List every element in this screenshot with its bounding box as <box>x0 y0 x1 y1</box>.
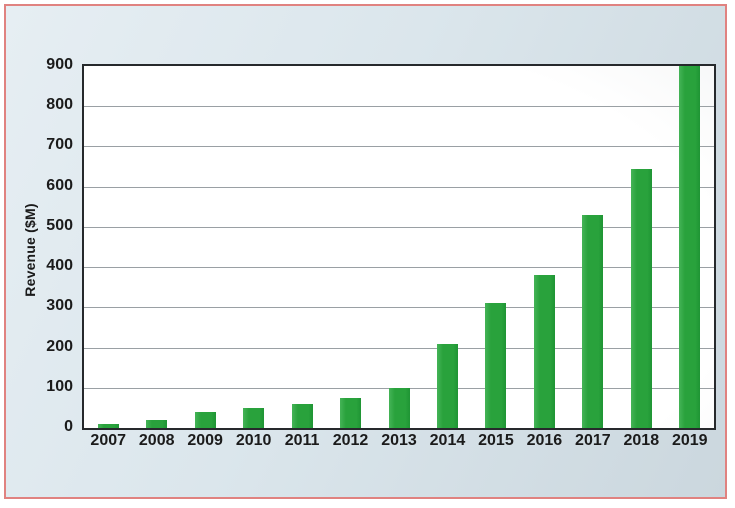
x-tick-label-2008: 2008 <box>138 432 175 449</box>
bar-2013 <box>388 387 410 428</box>
bar-2018 <box>630 168 652 428</box>
bar-2010 <box>243 407 265 428</box>
y-tick-label-400: 400 <box>46 257 73 275</box>
x-tick-label-2017: 2017 <box>575 432 611 449</box>
x-tick-label-2010: 2010 <box>235 432 272 449</box>
gridline-800 <box>84 106 714 108</box>
bar-2007 <box>97 423 119 428</box>
gridline-200 <box>84 347 714 349</box>
x-tick-label-2014: 2014 <box>429 432 466 449</box>
y-tick-label-0: 0 <box>64 418 73 435</box>
bar-2014 <box>436 343 458 428</box>
bar-2008 <box>146 419 168 428</box>
y-tick-label-800: 800 <box>46 96 73 114</box>
gridline-700 <box>84 146 714 148</box>
y-tick-label-700: 700 <box>46 136 73 154</box>
bar-2015 <box>485 303 507 428</box>
x-tick-label-2007: 2007 <box>90 432 127 449</box>
x-tick-label-2018: 2018 <box>623 432 660 449</box>
y-tick-label-600: 600 <box>46 176 73 194</box>
bar-2017 <box>582 214 604 428</box>
x-tick-label-2019: 2019 <box>671 432 708 449</box>
gridline-400 <box>84 267 714 269</box>
y-tick-label-900: 900 <box>46 56 73 73</box>
x-tick-label-2016: 2016 <box>526 432 563 449</box>
x-tick-label-2013: 2013 <box>381 432 417 449</box>
y-tick-label-100: 100 <box>46 377 73 395</box>
gridline-600 <box>84 186 714 188</box>
y-tick-label-300: 300 <box>46 297 73 315</box>
bar-2016 <box>533 275 555 428</box>
gridline-500 <box>84 226 714 228</box>
plot-area <box>82 64 716 430</box>
chart-panel: Revenue ($M) 0 100 200 300 400 500 600 700 800 90… <box>4 4 727 499</box>
x-tick-label-2012: 2012 <box>332 432 369 449</box>
bar-2012 <box>340 397 362 428</box>
x-tick-label-2009: 2009 <box>187 432 223 449</box>
y-tick-label-500: 500 <box>46 216 73 234</box>
bar-2011 <box>291 403 313 428</box>
x-tick-label-2015: 2015 <box>478 432 514 449</box>
y-tick-label-200: 200 <box>46 337 73 355</box>
bar-2009 <box>194 411 216 428</box>
x-tick-label-2011: 2011 <box>284 432 320 449</box>
bar-2019 <box>679 66 701 428</box>
gridline-300 <box>84 307 714 309</box>
